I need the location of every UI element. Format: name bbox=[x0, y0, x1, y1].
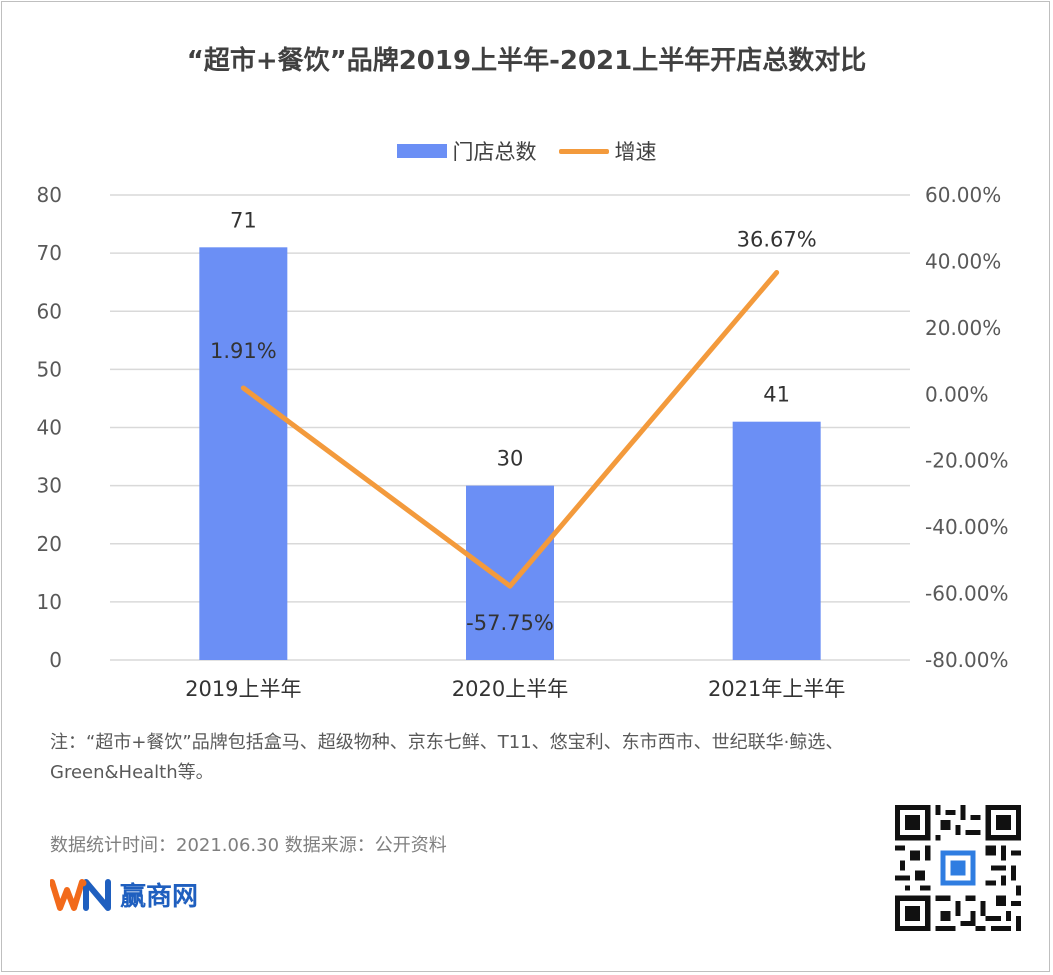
right-axis-tick-label: 40.00% bbox=[925, 249, 1001, 273]
left-axis-tick-label: 20 bbox=[37, 532, 62, 556]
x-axis-tick-label: 2021年上半年 bbox=[708, 677, 845, 701]
bar bbox=[466, 485, 554, 660]
legend-bar-label: 门店总数 bbox=[452, 140, 537, 164]
bar bbox=[199, 247, 288, 660]
brand: 赢商网 bbox=[50, 876, 198, 913]
x-axis-tick-label: 2019上半年 bbox=[185, 677, 301, 701]
chart-legend: 门店总数 增速 bbox=[0, 136, 1053, 166]
left-axis-tick-label: 60 bbox=[37, 299, 62, 323]
growth-value-label: -57.75% bbox=[466, 611, 554, 635]
left-axis-tick-label: 40 bbox=[37, 416, 62, 440]
brand-logo-icon bbox=[50, 878, 111, 911]
bar-value-label: 71 bbox=[230, 208, 257, 232]
right-axis-tick-label: -40.00% bbox=[925, 515, 1008, 539]
combo-chart: 0 10 20 30 40 50 60 70 80 -80.00% -60.00% -40.00% -2… bbox=[37, 183, 1009, 701]
left-axis-tick-label: 50 bbox=[37, 357, 62, 381]
bar bbox=[732, 421, 821, 660]
chart-title: “超市+餐饮”品牌2019上半年-2021上半年开店总数对比 bbox=[186, 46, 867, 76]
legend-bar-swatch bbox=[396, 144, 447, 158]
left-axis-tick-label: 70 bbox=[37, 241, 62, 265]
data-source: 数据统计时间：2021.06.30 数据来源：公开资料 bbox=[50, 835, 447, 856]
legend-line-swatch bbox=[558, 148, 609, 154]
right-axis-tick-label: 20.00% bbox=[925, 316, 1001, 340]
x-axis-tick-label: 2020上半年 bbox=[452, 677, 568, 701]
growth-value-label: 36.67% bbox=[737, 227, 817, 251]
legend-line-label: 增速 bbox=[614, 140, 657, 164]
left-axis-tick-label: 80 bbox=[37, 183, 62, 207]
right-axis-tick-label: 0.00% bbox=[925, 382, 989, 406]
right-axis-tick-label: -20.00% bbox=[925, 449, 1008, 473]
right-axis-tick-label: -80.00% bbox=[925, 648, 1008, 672]
left-axis-tick-label: 0 bbox=[49, 648, 62, 672]
right-axis-tick-label: 60.00% bbox=[925, 183, 1001, 207]
brand-name: 赢商网 bbox=[120, 882, 199, 912]
left-axis-tick-label: 10 bbox=[37, 590, 62, 614]
growth-value-label: 1.91% bbox=[210, 339, 277, 363]
bar-value-label: 41 bbox=[763, 383, 790, 407]
footnote: 注：“超市+餐饮”品牌包括盒马、超级物种、京东七鲜、T11、悠宝利、东市西市、世… bbox=[50, 732, 844, 783]
bar-value-label: 30 bbox=[497, 447, 524, 471]
left-axis-tick-label: 30 bbox=[37, 474, 62, 498]
right-axis-tick-label: -60.00% bbox=[925, 582, 1008, 606]
qr-code-icon bbox=[895, 805, 1021, 931]
